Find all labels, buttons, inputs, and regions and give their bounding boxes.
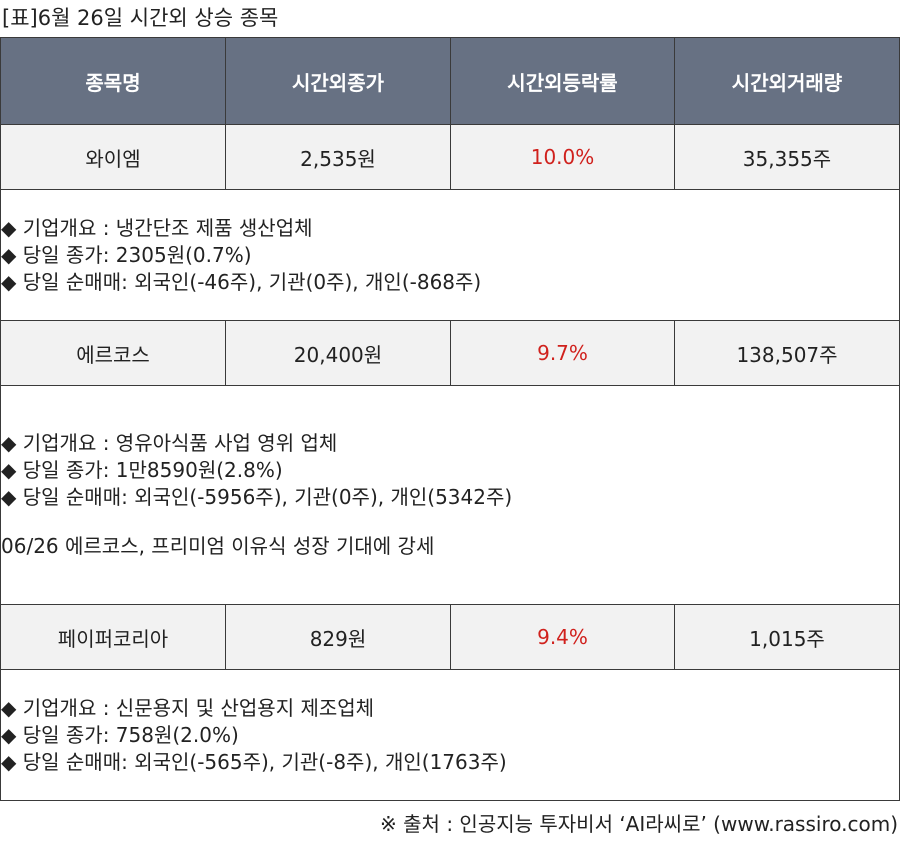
header-after-hours-volume: 시간외거래량: [674, 37, 900, 125]
stock-volume: 35,355주: [674, 124, 900, 190]
table-row: 와이엠 2,535원 10.0% 35,355주: [0, 124, 900, 190]
info-close: ◆ 당일 종가: 758원(2.0%): [1, 722, 239, 747]
stock-info-row: ◆ 기업개요 : 냉간단조 제품 생산업체 ◆ 당일 종가: 2305원(0.7…: [0, 189, 900, 321]
stock-change: 9.4%: [450, 604, 675, 670]
stock-name: 와이엠: [0, 124, 226, 190]
info-close: ◆ 당일 종가: 1만8590원(2.8%): [1, 458, 283, 482]
info-overview: ◆ 기업개요 : 냉간단조 제품 생산업체: [1, 215, 313, 240]
header-row: 종목명 시간외종가 시간외등락률 시간외거래량: [0, 37, 900, 125]
info-net-trading: ◆ 당일 순매매: 외국인(-565주), 기관(-8주), 개인(1763주): [1, 749, 507, 774]
table-row: 페이퍼코리아 829원 9.4% 1,015주: [0, 604, 900, 670]
header-after-hours-close: 시간외종가: [225, 37, 451, 125]
stock-info-row: ◆ 기업개요 : 신문용지 및 산업용지 제조업체 ◆ 당일 종가: 758원(…: [0, 669, 900, 801]
info-overview: ◆ 기업개요 : 신문용지 및 산업용지 제조업체: [1, 695, 375, 720]
stock-name: 페이퍼코리아: [0, 604, 226, 670]
stock-name: 에르코스: [0, 320, 226, 386]
info-net-trading: ◆ 당일 순매매: 외국인(-5956주), 기관(0주), 개인(5342주): [1, 485, 513, 509]
stock-info-row: ◆ 기업개요 : 영유아식품 사업 영위 업체 ◆ 당일 종가: 1만8590원…: [0, 385, 900, 605]
stock-price: 20,400원: [225, 320, 451, 386]
after-hours-gainers-table: 종목명 시간외종가 시간외등락률 시간외거래량 와이엠 2,535원 10.0%…: [0, 37, 900, 801]
info-net-trading: ◆ 당일 순매매: 외국인(-46주), 기관(0주), 개인(-868주): [1, 269, 482, 294]
stock-price: 829원: [225, 604, 451, 670]
stock-info: ◆ 기업개요 : 냉간단조 제품 생산업체 ◆ 당일 종가: 2305원(0.7…: [0, 189, 900, 321]
news-headline: 06/26 에르코스, 프리미엄 이유식 성장 기대에 강세: [1, 534, 435, 558]
table-row: 에르코스 20,400원 9.7% 138,507주: [0, 320, 900, 386]
stock-volume: 138,507주: [674, 320, 900, 386]
stock-change: 10.0%: [450, 124, 675, 190]
table-caption: [표]6월 26일 시간외 상승 종목: [2, 6, 279, 30]
stock-price: 2,535원: [225, 124, 451, 190]
header-after-hours-change: 시간외등락률: [450, 37, 675, 125]
info-close: ◆ 당일 종가: 2305원(0.7%): [1, 242, 252, 267]
stock-change: 9.7%: [450, 320, 675, 386]
info-overview: ◆ 기업개요 : 영유아식품 사업 영위 업체: [1, 431, 338, 455]
source-credit: ※ 출처 : 인공지능 투자비서 ‘AI라씨로’ (www.rassiro.co…: [380, 812, 898, 836]
stock-info: ◆ 기업개요 : 영유아식품 사업 영위 업체 ◆ 당일 종가: 1만8590원…: [0, 385, 900, 605]
header-stock-name: 종목명: [0, 37, 226, 125]
stock-info: ◆ 기업개요 : 신문용지 및 산업용지 제조업체 ◆ 당일 종가: 758원(…: [0, 669, 900, 801]
stock-volume: 1,015주: [674, 604, 900, 670]
